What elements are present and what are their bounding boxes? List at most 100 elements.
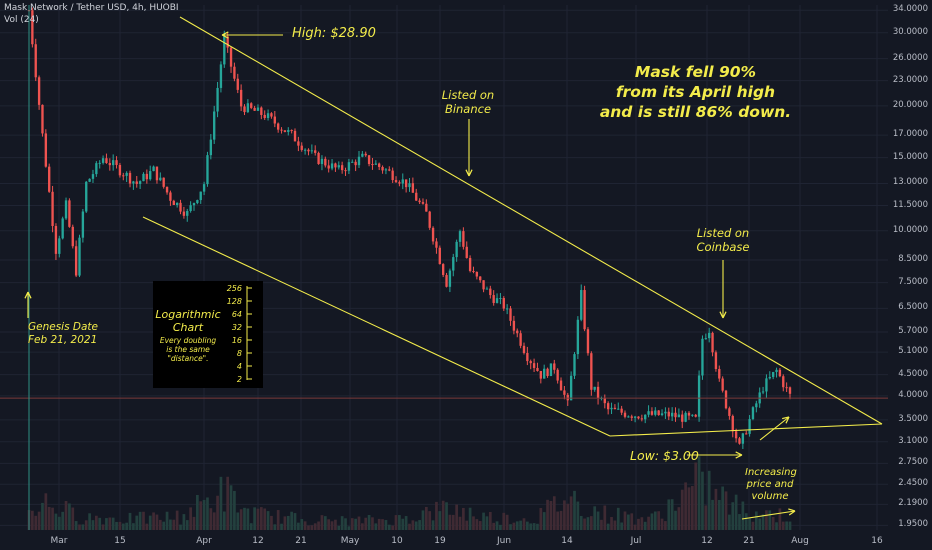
volume-bar [350,518,354,530]
candle-body [458,231,462,242]
candle-body [701,338,704,376]
volume-bar [623,511,627,530]
candle-body [613,407,617,410]
volume-bar [367,515,371,530]
volume-bar [78,524,81,530]
candle-body [152,166,155,172]
candle-body [765,378,768,392]
volume-bar [421,510,425,530]
volume-bar [222,511,226,530]
candle-body [566,394,569,401]
log-legend-scale: 256 128 64 32 16 8 4 2 [225,284,261,384]
candle-body [378,163,381,167]
candle-body [441,264,445,275]
candle-body [580,290,583,320]
candle-body [48,166,51,192]
log-scale-label: 64 [232,310,242,319]
volume-bar [293,513,297,530]
candle-body [169,192,172,201]
candle-body [192,203,196,206]
y-tick-label: 17.0000 [892,129,928,140]
volume-bar [748,517,751,530]
candle-body [583,290,586,330]
volume-bar [630,513,634,530]
volume-bar [458,516,462,530]
candle-body [142,173,145,182]
candle-body [202,184,206,192]
coinbase-arrow-head [719,311,727,319]
candle-body [37,77,41,105]
candle-body [371,164,374,166]
volume-bar [327,519,331,530]
candle-body [186,211,189,216]
log-scale-label: 16 [232,336,242,345]
volume-bar [88,513,91,530]
candle-body [357,156,361,166]
volume-bar [233,490,236,530]
candle-body [556,369,559,381]
volume-bar [620,522,623,530]
volume-bar [249,523,253,530]
volume-bar [472,516,475,530]
volume-bar [290,511,293,530]
candle-body [526,352,529,362]
volume-bar [515,521,519,530]
volume-bar [206,497,209,530]
volume-bar [495,521,499,530]
volume-bar [549,500,553,530]
candle-body [135,181,138,184]
candle-body [654,410,657,415]
genesis-line-1: Genesis Date [28,321,99,333]
candle-body [303,149,307,151]
genesis-annotation: Genesis Date Feb 21, 2021 [28,321,98,347]
volume-bar [169,519,172,530]
candle-body [691,414,694,416]
volume-bar [132,523,135,530]
candle-body [563,390,566,395]
candle-body [182,211,186,216]
volume-bar [717,499,721,530]
candle-body [546,368,549,376]
volume-bar [684,482,687,530]
candle-body [125,172,128,176]
candle-body [738,438,741,444]
volume-bar [401,518,405,530]
volume-bar [374,523,378,530]
candle-body [398,182,401,184]
candle-body [54,226,58,254]
candle-body [354,161,357,166]
volume-bar [216,495,219,530]
volume-bar [462,507,465,530]
volume-bar [428,511,432,530]
volume-bar [768,510,772,530]
volume-bar [344,518,347,530]
candle-body [381,166,384,171]
volume-bar [529,523,533,530]
candle-body [364,153,367,156]
candle-body [610,407,613,410]
candle-body [61,218,64,239]
volume-bar [226,476,230,530]
x-tick-label: 21 [743,536,755,546]
log-scale-label: 4 [237,362,242,371]
volume-bar [758,518,762,530]
y-tick-label: 5.1000 [898,346,928,357]
volume-bar [307,525,310,530]
volume-bar [377,518,381,530]
volume-bar [424,506,428,530]
volume-bar [121,523,125,530]
candle-body [280,129,283,131]
volume-bar [98,517,102,530]
volume-bar [357,516,361,530]
binance-arrow-head [465,169,473,177]
volume-bar [182,514,186,530]
candle-body [330,163,334,169]
candle-body [479,276,482,281]
candle-body [401,179,404,184]
volume-bar [135,515,139,530]
candle-body [721,378,724,391]
candle-body [472,270,475,272]
x-tick-label: 12 [701,536,713,546]
